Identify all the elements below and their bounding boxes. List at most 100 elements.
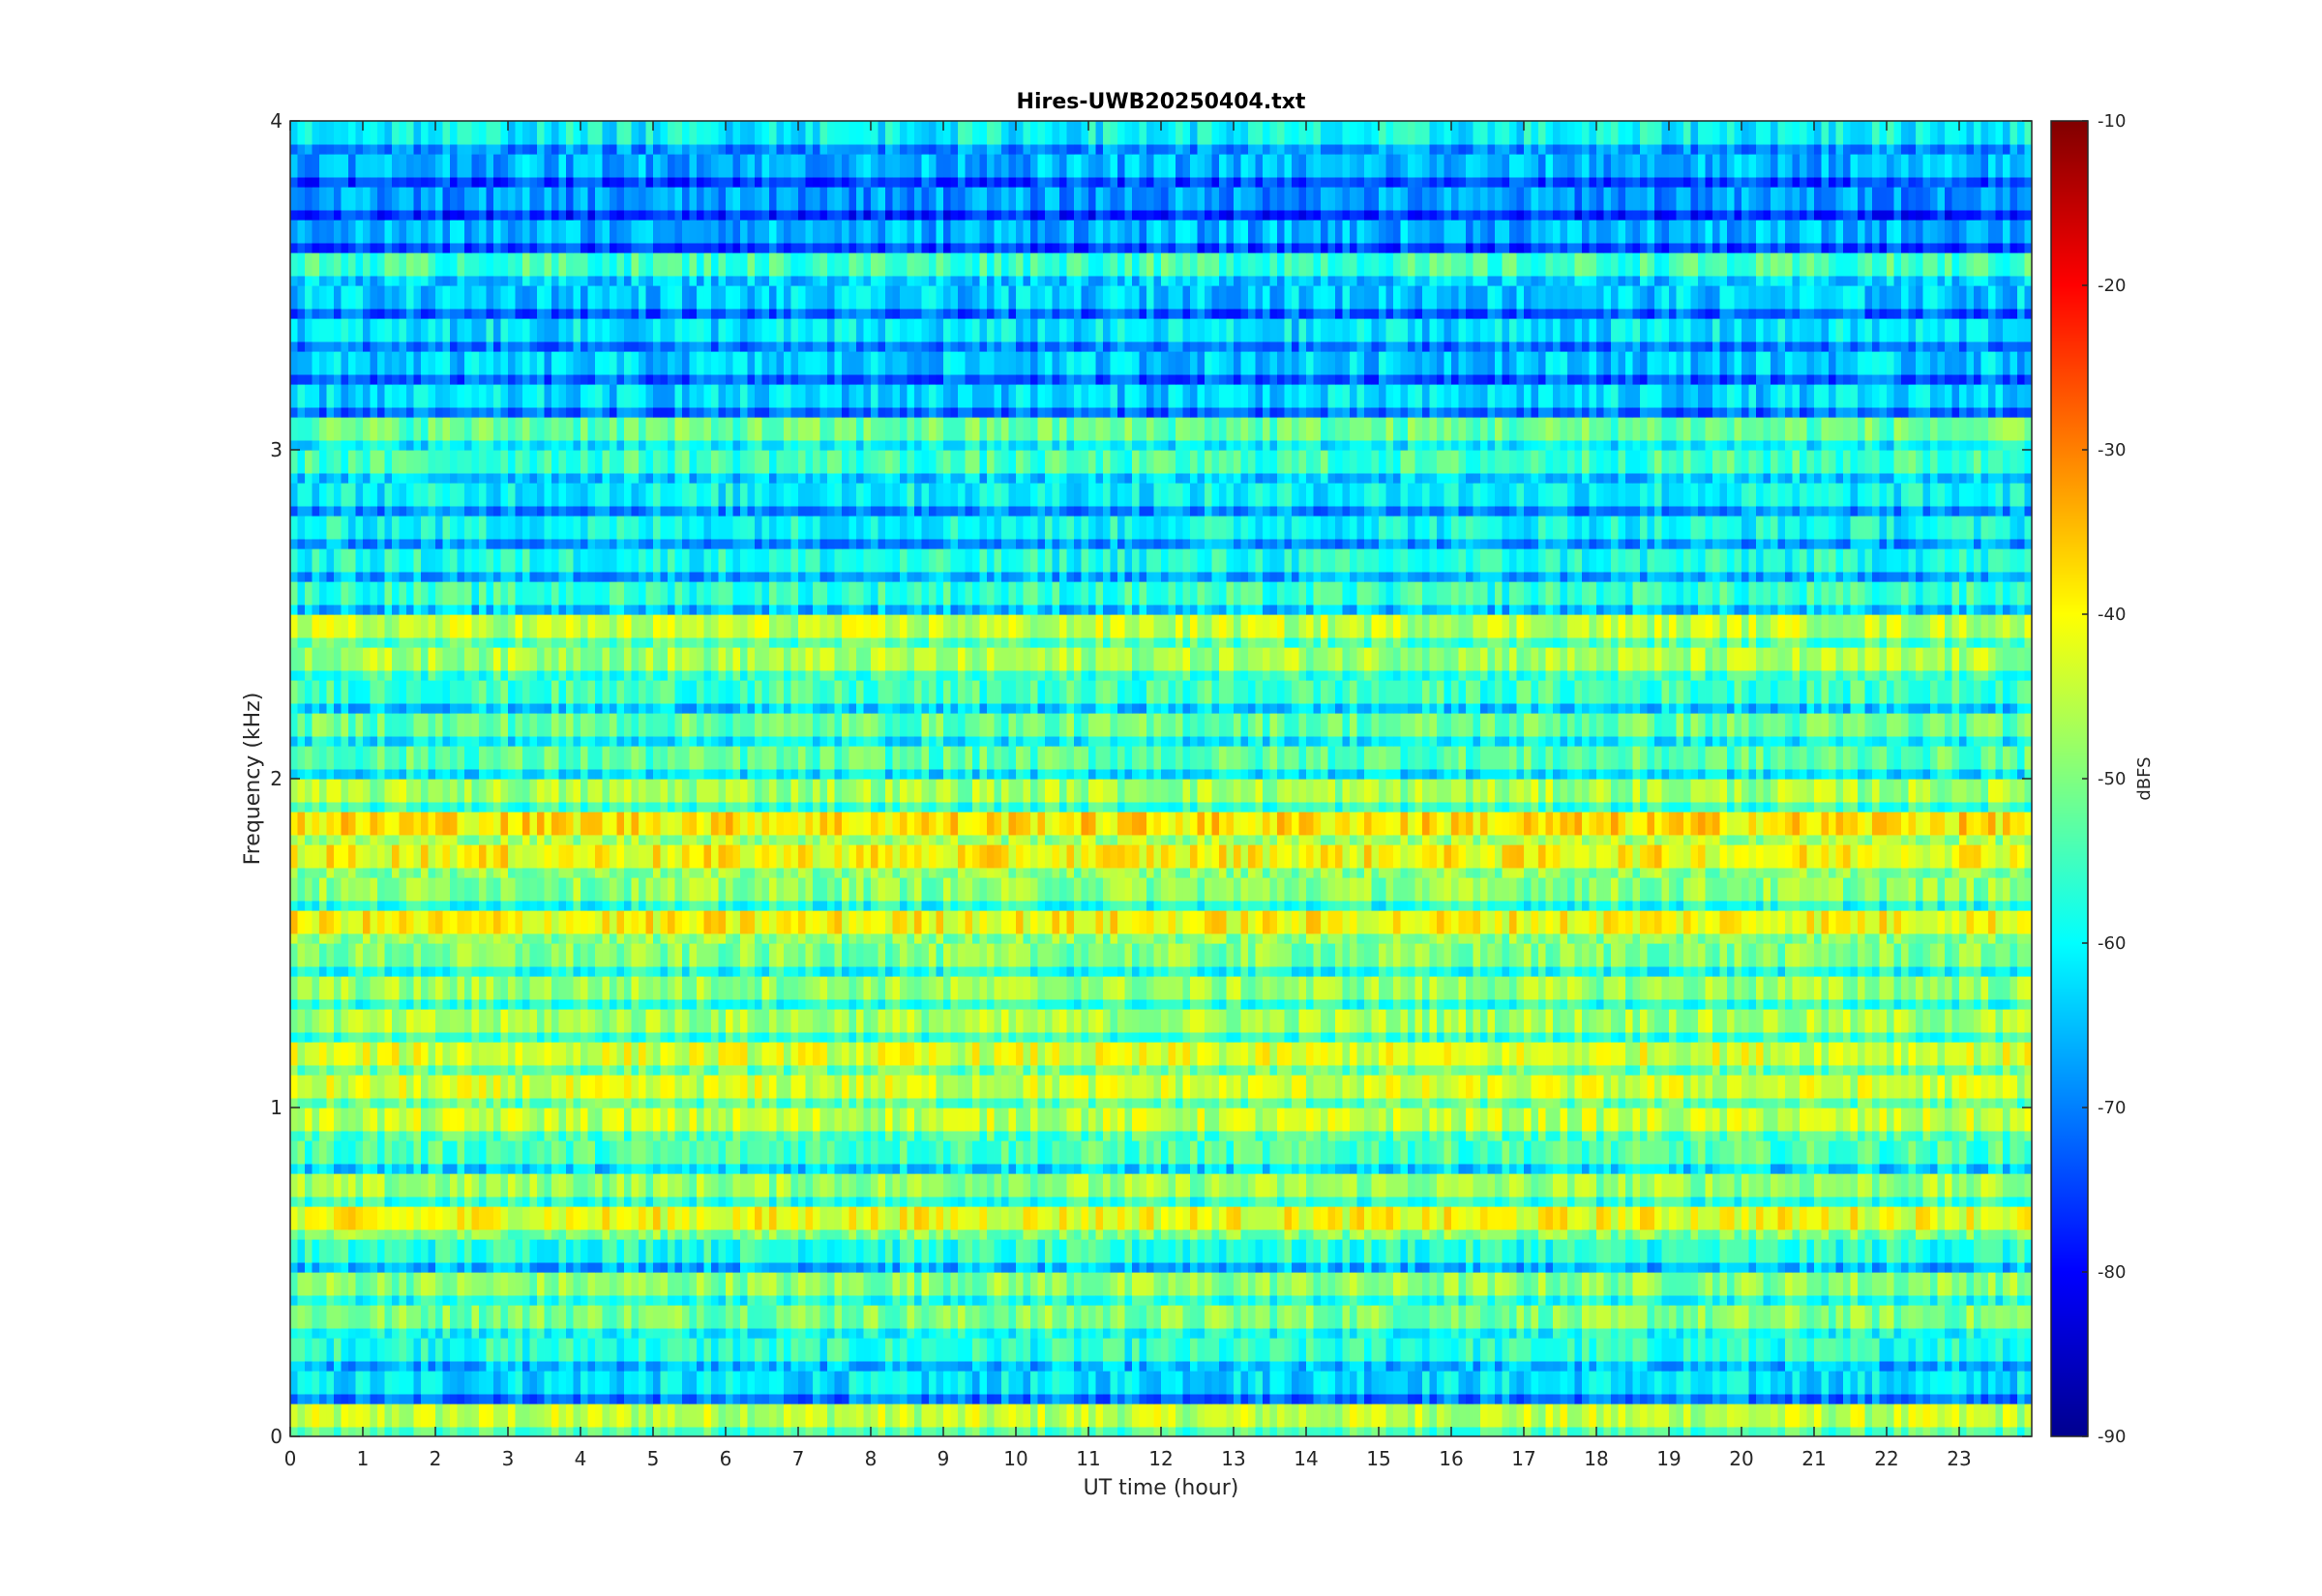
heatmap-cell — [1393, 1394, 1402, 1404]
heatmap-cell — [726, 1262, 734, 1273]
heatmap-cell — [1864, 1427, 1873, 1436]
heatmap-cell — [1560, 1164, 1568, 1174]
heatmap-cell — [1066, 1305, 1075, 1329]
heatmap-cell — [1553, 1108, 1562, 1132]
heatmap-cell — [1988, 1427, 1997, 1436]
heatmap-cell — [1124, 1164, 1133, 1174]
heatmap-cell — [921, 1075, 930, 1099]
heatmap-cell — [929, 1229, 938, 1240]
heatmap-cell — [987, 1229, 996, 1240]
heatmap-cell — [595, 1140, 604, 1165]
heatmap-cell — [493, 1394, 502, 1404]
heatmap-cell — [1843, 1394, 1852, 1404]
heatmap-cell — [639, 1140, 647, 1165]
heatmap-cell — [341, 1173, 349, 1197]
heatmap-cell — [1916, 1361, 1924, 1372]
heatmap-cell — [1414, 1206, 1423, 1230]
heatmap-cell — [1269, 1108, 1278, 1132]
heatmap-cell — [616, 1206, 625, 1230]
heatmap-cell — [1429, 1197, 1438, 1207]
heatmap-cell — [1974, 1404, 1982, 1428]
heatmap-cell — [341, 1229, 349, 1240]
heatmap-cell — [1306, 1427, 1315, 1436]
heatmap-cell — [1444, 1108, 1452, 1132]
heatmap-cell — [1444, 1173, 1452, 1197]
heatmap-cell — [442, 1328, 451, 1339]
heatmap-cell — [929, 1140, 938, 1165]
heatmap-cell — [740, 1427, 749, 1436]
heatmap-cell — [1016, 1229, 1025, 1240]
heatmap-cell — [1487, 1239, 1496, 1263]
heatmap-cell — [1176, 1361, 1184, 1372]
heatmap-cell — [1197, 1173, 1206, 1197]
heatmap-cell — [326, 1140, 335, 1165]
heatmap-cell — [834, 1108, 843, 1132]
heatmap-cell — [1763, 1427, 1771, 1436]
heatmap-cell — [1414, 1164, 1423, 1174]
heatmap-cell — [1502, 1239, 1510, 1263]
heatmap-cell — [1356, 1239, 1365, 1263]
heatmap-cell — [1509, 1173, 1518, 1197]
heatmap-cell — [1371, 1394, 1380, 1404]
heatmap-cell — [1538, 1295, 1547, 1306]
heatmap-cell — [682, 1371, 691, 1395]
heatmap-cell — [740, 1173, 749, 1197]
heatmap-cell — [1734, 1394, 1742, 1404]
heatmap-cell — [1444, 1371, 1452, 1395]
heatmap-cell — [1966, 1272, 1975, 1296]
heatmap-cell — [842, 1394, 850, 1404]
heatmap-cell — [551, 1404, 560, 1428]
heatmap-cell — [1560, 1305, 1568, 1329]
heatmap-cell — [616, 1262, 625, 1273]
heatmap-cell — [776, 1361, 785, 1372]
heatmap-cell — [1219, 1173, 1228, 1197]
heatmap-cell — [1531, 1371, 1539, 1395]
heatmap-cell — [1814, 1305, 1823, 1329]
heatmap-cell — [1669, 1131, 1678, 1141]
heatmap-cell — [1429, 1173, 1438, 1197]
heatmap-cell — [573, 1338, 581, 1362]
heatmap-cell — [1016, 1108, 1025, 1132]
heatmap-cell — [1814, 1173, 1823, 1197]
heatmap-cell — [1059, 1197, 1068, 1207]
heatmap-cell — [1400, 1173, 1409, 1197]
heatmap-cell — [994, 1164, 1002, 1174]
heatmap-cell — [1205, 1295, 1213, 1306]
heatmap-cell — [1560, 1262, 1568, 1273]
heatmap-cell — [1139, 1404, 1147, 1428]
heatmap-cell — [863, 1239, 872, 1263]
heatmap-cell — [370, 1164, 378, 1174]
heatmap-cell — [551, 1295, 560, 1306]
heatmap-cell — [1698, 1173, 1707, 1197]
heatmap-cell — [1495, 1164, 1503, 1174]
heatmap-cell — [2024, 1229, 2032, 1240]
heatmap-cell — [428, 1164, 436, 1174]
heatmap-cell — [668, 1338, 676, 1362]
heatmap-cell — [1480, 1272, 1489, 1296]
heatmap-cell — [1531, 1338, 1539, 1362]
heatmap-cell — [602, 1173, 610, 1197]
heatmap-cell — [834, 1338, 843, 1362]
heatmap-cell — [624, 1197, 633, 1207]
heatmap-cell — [610, 1140, 618, 1165]
heatmap-cell — [326, 1239, 335, 1263]
heatmap-cell — [2003, 1371, 2011, 1395]
heatmap-cell — [1030, 1427, 1039, 1436]
heatmap-cell — [726, 1108, 734, 1132]
heatmap-cell — [1088, 1295, 1097, 1306]
heatmap-cell — [653, 1164, 662, 1174]
heatmap-cell — [2017, 1361, 2026, 1372]
heatmap-cell — [907, 1295, 915, 1306]
heatmap-cell — [726, 1272, 734, 1296]
heatmap-cell — [348, 1075, 357, 1099]
heatmap-cell — [1393, 1295, 1402, 1306]
heatmap-cell — [1255, 1338, 1264, 1362]
heatmap-cell — [1161, 1108, 1170, 1132]
heatmap-cell — [312, 1098, 320, 1108]
heatmap-cell — [878, 1140, 886, 1165]
heatmap-cell — [1858, 1197, 1866, 1207]
heatmap-cell — [1937, 1338, 1946, 1362]
heatmap-cell — [573, 1295, 581, 1306]
heatmap-cell — [1516, 1338, 1525, 1362]
heatmap-cell — [435, 1239, 444, 1263]
